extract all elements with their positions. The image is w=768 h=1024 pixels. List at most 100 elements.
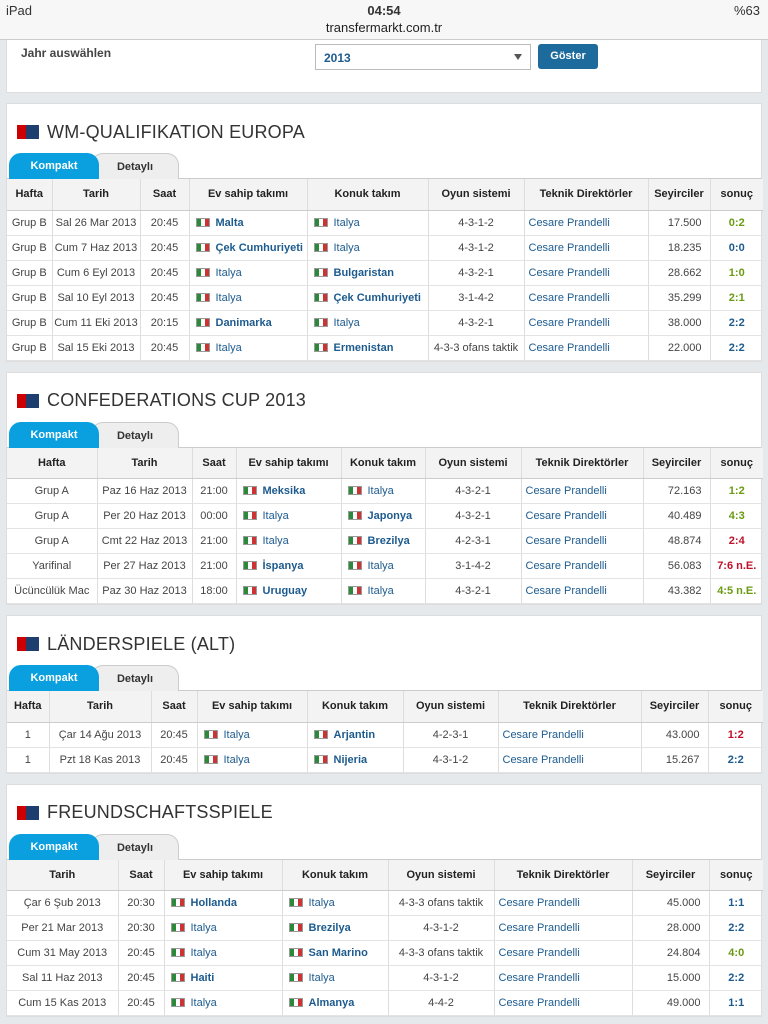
coach-cell[interactable]: Cesare Prandelli: [520, 578, 643, 604]
coach-cell[interactable]: Cesare Prandelli: [493, 915, 632, 941]
team-name[interactable]: Japonya: [367, 510, 413, 522]
team-name[interactable]: Uruguay: [262, 585, 308, 597]
coach-cell[interactable]: Cesare Prandelli: [493, 890, 632, 916]
result-cell[interactable]: 2:2: [709, 310, 763, 336]
section-title: LÄNDERSPIELE (ALT): [47, 633, 236, 654]
sections: WM-QUALIFIKATION EUROPA Kompakt Detaylı Haf…: [0, 103, 768, 1017]
cell: 4-3-1-2: [427, 235, 524, 261]
coach-cell[interactable]: Cesare Prandelli: [520, 503, 643, 529]
tab[interactable]: Kompakt: [9, 665, 99, 691]
team-cell: Haiti: [163, 965, 282, 991]
result-cell[interactable]: 1:2: [709, 478, 763, 504]
team-name[interactable]: Çek Cumhuriyeti: [333, 291, 421, 304]
team-name[interactable]: Nijeria: [333, 753, 368, 766]
year-select[interactable]: 2013: [315, 44, 531, 70]
matches-table: Hafta Tarih Saat Ev sahip takımı Konuk takım…: [7, 447, 763, 604]
coach-cell[interactable]: Cesare Prandelli: [523, 310, 648, 336]
result-cell[interactable]: 4:5 n.E.: [709, 578, 763, 604]
tab[interactable]: Detaylı: [91, 665, 179, 691]
coach-cell[interactable]: Cesare Prandelli: [520, 528, 643, 554]
team-name[interactable]: Hollanda: [190, 897, 237, 909]
coach-cell[interactable]: Cesare Prandelli: [493, 940, 632, 966]
result-cell[interactable]: 2:2: [707, 747, 763, 773]
result-cell[interactable]: 2:4: [709, 528, 763, 554]
team-name[interactable]: Italya: [308, 897, 335, 909]
cell: Grup A: [7, 503, 97, 529]
team-name[interactable]: Haiti: [190, 972, 215, 984]
team-name[interactable]: Arjantin: [333, 728, 376, 741]
result-cell[interactable]: 4:3: [709, 503, 763, 529]
team-name[interactable]: Italya: [223, 753, 250, 766]
team-name[interactable]: Italya: [333, 316, 360, 329]
result-cell[interactable]: 2:2: [708, 915, 763, 941]
team-name[interactable]: İspanya: [262, 560, 304, 572]
cell: Pzt 18 Kas 2013: [48, 747, 151, 773]
result-cell[interactable]: 4:0: [708, 940, 763, 966]
team-cell: Danimarka: [188, 310, 307, 336]
tab[interactable]: Kompakt: [9, 421, 99, 448]
coach-cell[interactable]: Cesare Prandelli: [523, 235, 648, 261]
column-header: sonuç: [708, 859, 763, 891]
team-name[interactable]: Italya: [223, 728, 250, 741]
coach-cell[interactable]: Cesare Prandelli: [497, 722, 641, 748]
team-name[interactable]: Italya: [190, 947, 217, 959]
team-name[interactable]: Italya: [262, 535, 289, 547]
team-name[interactable]: Malta: [215, 216, 244, 229]
team-name[interactable]: Italya: [215, 341, 242, 354]
coach-cell[interactable]: Cesare Prandelli: [493, 965, 632, 991]
team-name[interactable]: San Marino: [308, 947, 368, 959]
matches-table: Tarih Saat Ev sahip takımı Konuk takım Oyun …: [7, 859, 763, 1016]
submit-button[interactable]: Göster: [538, 44, 598, 69]
cell: Per 21 Mar 2013: [7, 915, 118, 941]
team-name[interactable]: Bulgaristan: [333, 266, 395, 279]
team-name[interactable]: Ermenistan: [333, 341, 394, 354]
result-cell[interactable]: 1:2: [707, 722, 763, 748]
team-name[interactable]: Italya: [308, 972, 335, 984]
result-cell[interactable]: 1:1: [708, 890, 763, 916]
match-row: Çar 6 Şub 2013 20:30 Hollanda Italya 4-3-3 o…: [7, 890, 763, 916]
result-cell[interactable]: 1:1: [708, 990, 763, 1016]
team-name[interactable]: Italya: [190, 922, 217, 934]
team-name[interactable]: Italya: [367, 585, 394, 597]
cell: Grup A: [7, 478, 97, 504]
result-cell[interactable]: 1:0: [709, 260, 763, 286]
team-name[interactable]: Çek Cumhuriyeti: [215, 241, 303, 254]
coach-cell[interactable]: Cesare Prandelli: [523, 260, 648, 286]
tab[interactable]: Detaylı: [91, 833, 179, 860]
result-cell[interactable]: 0:2: [709, 210, 763, 236]
coach-cell[interactable]: Cesare Prandelli: [520, 553, 643, 579]
tab[interactable]: Kompakt: [9, 833, 99, 860]
team-name[interactable]: Italya: [215, 266, 242, 279]
team-name[interactable]: Italya: [215, 291, 242, 304]
team-name[interactable]: Italya: [333, 216, 360, 229]
coach-cell[interactable]: Cesare Prandelli: [497, 747, 641, 773]
coach-cell[interactable]: Cesare Prandelli: [523, 285, 648, 311]
coach-cell[interactable]: Cesare Prandelli: [520, 478, 643, 504]
team-name[interactable]: Meksika: [262, 485, 306, 497]
cell: Grup B: [7, 210, 52, 236]
team-name[interactable]: Almanya: [308, 997, 355, 1009]
team-name[interactable]: Italya: [367, 485, 394, 497]
coach-cell[interactable]: Cesare Prandelli: [523, 335, 648, 361]
tab[interactable]: Kompakt: [9, 153, 99, 179]
flag-icon: [203, 729, 218, 739]
result-cell[interactable]: 2:2: [708, 965, 763, 991]
result-cell[interactable]: 2:2: [709, 335, 763, 361]
tab[interactable]: Detaylı: [91, 421, 179, 448]
team-name[interactable]: Italya: [262, 510, 289, 522]
team-name[interactable]: Brezilya: [367, 535, 410, 547]
result-cell[interactable]: 0:0: [709, 235, 763, 261]
coach-cell[interactable]: Cesare Prandelli: [523, 210, 648, 236]
flag-icon: [195, 317, 210, 327]
cell: Grup B: [7, 260, 52, 286]
team-name[interactable]: Italya: [333, 241, 360, 254]
team-name[interactable]: Brezilya: [308, 922, 351, 934]
result-cell[interactable]: 2:1: [709, 285, 763, 311]
tab[interactable]: Detaylı: [91, 153, 179, 179]
cell: Per 27 Haz 2013: [96, 553, 192, 579]
coach-cell[interactable]: Cesare Prandelli: [493, 990, 632, 1016]
team-name[interactable]: Italya: [367, 560, 394, 572]
team-name[interactable]: Italya: [190, 997, 217, 1009]
result-cell[interactable]: 7:6 n.E.: [709, 553, 763, 579]
team-name[interactable]: Danimarka: [215, 316, 272, 329]
